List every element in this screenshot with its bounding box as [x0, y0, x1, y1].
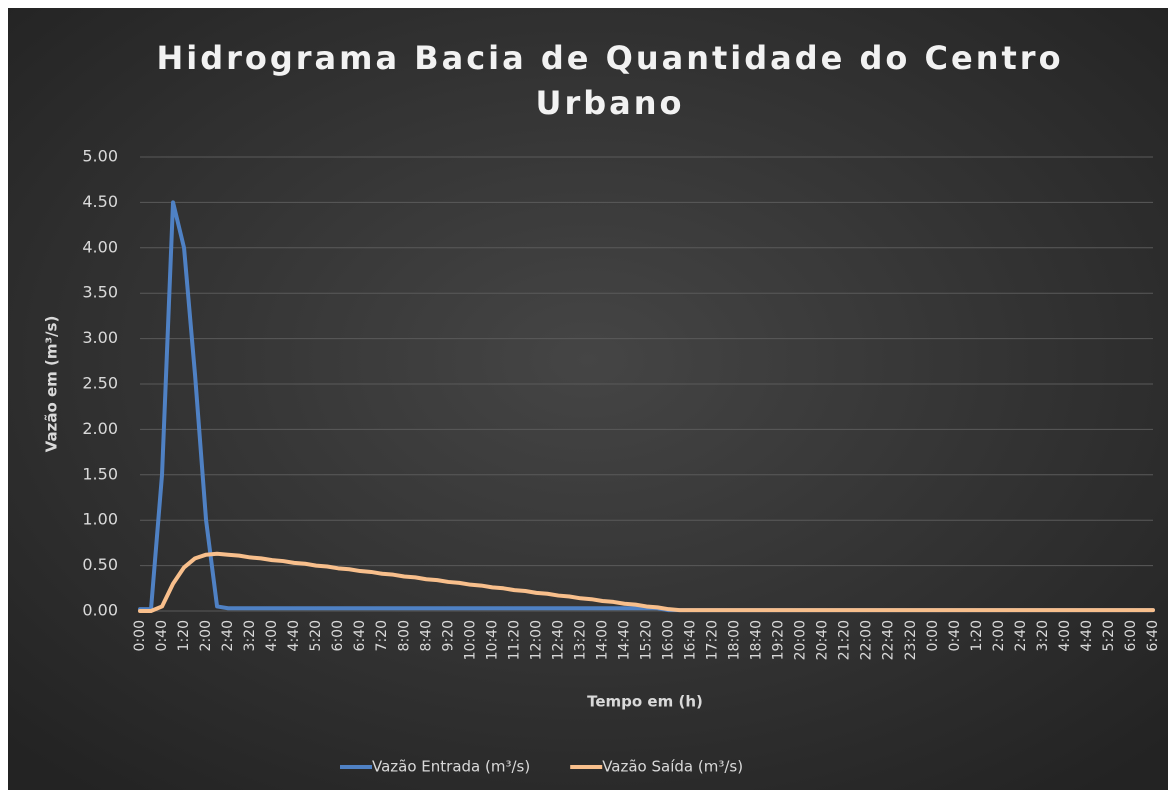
x-tick-label: 23:20 [903, 620, 919, 660]
y-tick-label: 3.50 [82, 283, 118, 302]
x-tick-label: 2:00 [991, 620, 1007, 651]
y-tick-label: 4.50 [82, 192, 118, 211]
x-tick-label: 5:20 [308, 620, 324, 651]
x-tick-label: 4:40 [1079, 620, 1095, 651]
data-line [138, 551, 1155, 613]
y-tick-label: 0.50 [82, 555, 118, 574]
y-tick-label: 1.50 [82, 464, 118, 483]
x-tick-label: 22:40 [881, 620, 897, 660]
x-tick-label: 18:40 [749, 620, 765, 660]
x-tick-label: 18:00 [727, 620, 743, 660]
x-tick-label: 4:40 [286, 620, 302, 651]
y-tick-label: 0.00 [82, 601, 118, 620]
x-tick-label: 16:40 [683, 620, 699, 660]
x-tick-label: 0:40 [947, 620, 963, 651]
x-tick-label: 0:00 [925, 620, 941, 651]
x-tick-label: 13:20 [572, 620, 588, 660]
x-tick-label: 15:20 [639, 620, 655, 660]
x-tick-label: 0:00 [132, 620, 148, 651]
x-axis-title: Tempo em (h) [587, 693, 703, 711]
legend-label: Vazão Entrada (m³/s) [372, 758, 530, 776]
x-tick-label: 0:40 [154, 620, 170, 651]
x-tick-label: 8:00 [396, 620, 412, 651]
y-tick-label: 1.00 [82, 510, 118, 529]
x-tick-label: 19:20 [771, 620, 787, 660]
chart-title: Urbano [535, 84, 684, 122]
x-tick-label: 4:00 [1057, 620, 1073, 651]
chart-title: Hidrograma Bacia de Quantidade do Centro [156, 39, 1063, 77]
x-tick-label: 7:20 [374, 620, 390, 651]
x-tick-label: 21:20 [837, 620, 853, 660]
x-tick-label: 1:20 [969, 620, 985, 651]
x-tick-label: 10:40 [484, 620, 500, 660]
x-tick-label: 9:20 [440, 620, 456, 651]
x-tick-label: 11:20 [506, 620, 522, 660]
x-tick-label: 16:00 [661, 620, 677, 660]
y-tick-label: 2.50 [82, 374, 118, 393]
x-tick-label: 10:00 [462, 620, 478, 660]
y-tick-label: 4.00 [82, 237, 118, 256]
y-axis-title: Vazão em (m³/s) [43, 316, 61, 453]
x-tick-label: 6:00 [1123, 620, 1139, 651]
x-tick-label: 8:40 [418, 620, 434, 651]
x-tick-label: 6:00 [330, 620, 346, 651]
x-tick-label: 3:20 [1035, 620, 1051, 651]
legend-label: Vazão Saída (m³/s) [602, 758, 743, 776]
x-tick-label: 6:40 [1145, 620, 1161, 651]
x-tick-label: 12:00 [528, 620, 544, 660]
x-tick-label: 1:20 [176, 620, 192, 651]
x-tick-label: 2:40 [220, 620, 236, 651]
y-tick-label: 2.00 [82, 419, 118, 438]
chart-background [8, 8, 1168, 790]
y-tick-label: 3.00 [82, 328, 118, 347]
x-tick-label: 20:00 [793, 620, 809, 660]
x-tick-label: 14:40 [616, 620, 632, 660]
x-tick-label: 5:20 [1101, 620, 1117, 651]
x-tick-label: 12:40 [550, 620, 566, 660]
x-tick-label: 3:20 [242, 620, 258, 651]
x-tick-label: 4:00 [264, 620, 280, 651]
x-tick-label: 2:40 [1013, 620, 1029, 651]
x-tick-label: 2:00 [198, 620, 214, 651]
x-tick-label: 17:20 [705, 620, 721, 660]
x-tick-label: 20:40 [815, 620, 831, 660]
y-tick-label: 5.00 [82, 147, 118, 166]
x-tick-label: 22:00 [859, 620, 875, 660]
x-tick-label: 14:00 [594, 620, 610, 660]
x-tick-label: 6:40 [352, 620, 368, 651]
